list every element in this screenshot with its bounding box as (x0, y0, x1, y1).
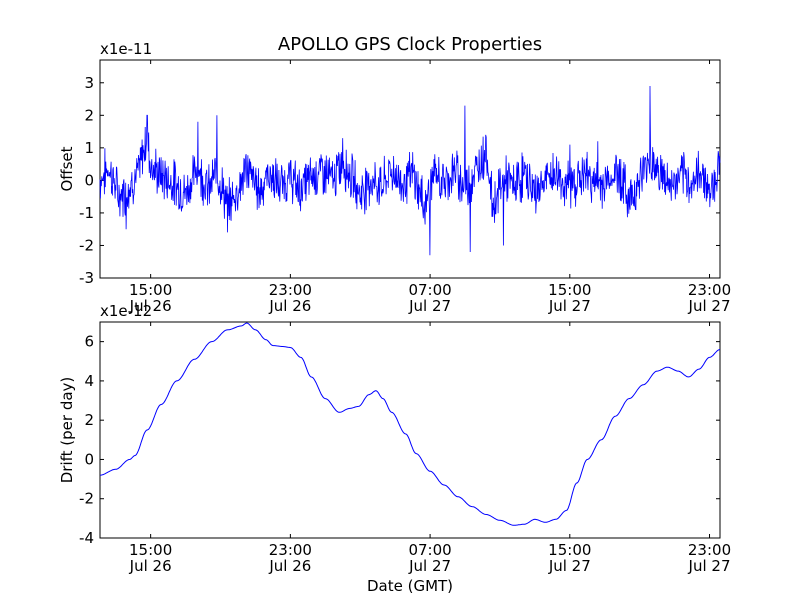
y-tick-label: -1 (79, 204, 94, 222)
x-tick-date-label: Jul 26 (129, 297, 172, 315)
x-tick-date-label: Jul 26 (129, 557, 172, 575)
y-tick-label: -3 (79, 269, 94, 287)
x-tick-time-label: 07:00 (408, 541, 451, 559)
x-tick-time-label: 23:00 (688, 281, 731, 299)
x-tick-time-label: 15:00 (548, 541, 591, 559)
x-tick-time-label: 23:00 (269, 281, 312, 299)
x-tick-date-label: Jul 27 (688, 297, 731, 315)
x-tick-date-label: Jul 26 (268, 557, 311, 575)
y-tick-label: 1 (84, 139, 94, 157)
x-tick-date-label: Jul 27 (408, 297, 451, 315)
x-tick-time-label: 15:00 (129, 281, 172, 299)
x-tick-time-label: 07:00 (408, 281, 451, 299)
y-tick-label: -2 (79, 236, 94, 254)
y-tick-label: -4 (79, 529, 94, 547)
y-tick-label: 2 (84, 106, 94, 124)
y-tick-label: -2 (79, 490, 94, 508)
x-tick-date-label: Jul 27 (408, 557, 451, 575)
drift-series (99, 322, 721, 526)
x-tick-time-label: 15:00 (548, 281, 591, 299)
y-tick-label: 2 (84, 411, 94, 429)
x-tick-date-label: Jul 27 (548, 297, 591, 315)
x-tick-date-label: Jul 27 (548, 557, 591, 575)
y-tick-label: 6 (84, 333, 94, 351)
drift-scale-label: x1e-12 (100, 302, 152, 320)
y-tick-label: 0 (84, 171, 94, 189)
x-tick-time-label: 23:00 (269, 541, 312, 559)
chart-title: APOLLO GPS Clock Properties (278, 34, 542, 55)
offset-series (99, 85, 721, 256)
x-tick-time-label: 23:00 (688, 541, 731, 559)
y-tick-label: 0 (84, 450, 94, 468)
x-tick-date-label: Jul 27 (688, 557, 731, 575)
drift-axis-label: Drift (per day) (58, 377, 76, 484)
x-axis-label: Date (GMT) (367, 577, 453, 595)
y-tick-label: 4 (84, 372, 94, 390)
x-tick-time-label: 15:00 (129, 541, 172, 559)
y-tick-label: 3 (84, 74, 94, 92)
offset-axis-label: Offset (58, 146, 76, 191)
drift-plot-frame (99, 321, 721, 539)
offset-scale-label: x1e-11 (100, 40, 152, 58)
x-tick-date-label: Jul 26 (268, 297, 311, 315)
